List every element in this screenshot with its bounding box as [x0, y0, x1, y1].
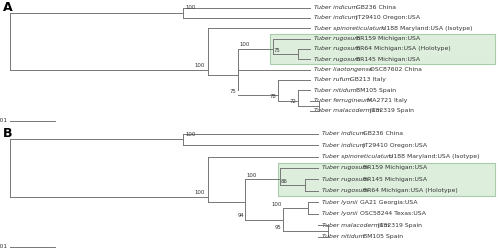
Text: 95: 95: [275, 225, 281, 230]
Text: GB236 China: GB236 China: [354, 5, 396, 10]
Text: 0.01: 0.01: [0, 244, 8, 249]
Text: Tuber rugosum: Tuber rugosum: [314, 57, 360, 62]
Text: Tuber nitidum: Tuber nitidum: [322, 234, 364, 239]
Text: Tuber indicum: Tuber indicum: [314, 15, 358, 20]
Text: 78: 78: [270, 94, 276, 99]
Text: Tuber rugosum: Tuber rugosum: [322, 166, 368, 171]
Text: GB213 Italy: GB213 Italy: [348, 77, 386, 82]
Text: BR159 Michigan:USA: BR159 Michigan:USA: [361, 166, 428, 171]
Text: JT29410 Oregon:USA: JT29410 Oregon:USA: [361, 143, 428, 147]
Text: OSC87602 China: OSC87602 China: [368, 67, 422, 72]
Text: 72: 72: [290, 100, 296, 105]
Text: Tuber liaotongense: Tuber liaotongense: [314, 67, 372, 72]
Text: Tuber indicum: Tuber indicum: [322, 143, 365, 147]
Text: JT32319 Spain: JT32319 Spain: [376, 223, 422, 228]
FancyBboxPatch shape: [270, 34, 495, 64]
Text: Tuber spinoreticulatum: Tuber spinoreticulatum: [322, 154, 392, 159]
Text: Tuber rugosum: Tuber rugosum: [322, 177, 368, 182]
Text: Tuber ferrugineum: Tuber ferrugineum: [314, 98, 371, 103]
Text: U188 Maryland:USA (Isotype): U188 Maryland:USA (Isotype): [380, 26, 472, 31]
Text: GA21 Georgia:USA: GA21 Georgia:USA: [358, 200, 418, 205]
Text: BM105 Spain: BM105 Spain: [354, 88, 396, 93]
Text: Tuber lyonii: Tuber lyonii: [322, 200, 357, 205]
Text: BR159 Michigan:USA: BR159 Michigan:USA: [354, 36, 420, 41]
Text: JT29410 Oregon:USA: JT29410 Oregon:USA: [354, 15, 420, 20]
Text: U188 Maryland:USA (Isotype): U188 Maryland:USA (Isotype): [388, 154, 480, 159]
Text: 0.01: 0.01: [0, 118, 8, 123]
Text: Tuber rugosum: Tuber rugosum: [314, 36, 360, 41]
Text: 100: 100: [185, 6, 196, 11]
Text: 94: 94: [238, 213, 244, 218]
Text: Tuber rugosum: Tuber rugosum: [314, 46, 360, 51]
Text: 100: 100: [246, 173, 257, 178]
Text: 75: 75: [230, 89, 236, 94]
Text: 100: 100: [194, 190, 205, 195]
Text: B: B: [2, 127, 12, 140]
Text: GB236 China: GB236 China: [361, 131, 403, 136]
Text: BR145 Michigan:USA: BR145 Michigan:USA: [361, 177, 428, 182]
Text: Tuber spinoreticulatum: Tuber spinoreticulatum: [314, 26, 385, 31]
Text: 100: 100: [239, 42, 250, 47]
Text: BM105 Spain: BM105 Spain: [361, 234, 404, 239]
Text: OSC58244 Texas:USA: OSC58244 Texas:USA: [358, 211, 426, 216]
Text: 86: 86: [281, 179, 288, 184]
Text: 100: 100: [194, 63, 205, 68]
Text: Tuber nitidum: Tuber nitidum: [314, 88, 356, 93]
Text: BR64 Michigan:USA (Holotype): BR64 Michigan:USA (Holotype): [361, 188, 458, 194]
Text: 100: 100: [271, 202, 281, 207]
Text: JT32319 Spain: JT32319 Spain: [368, 108, 414, 113]
Text: Tuber malacodermum: Tuber malacodermum: [314, 108, 382, 113]
Text: BR64 Michigan:USA (Holotype): BR64 Michigan:USA (Holotype): [354, 46, 450, 51]
Text: Tuber malacodermum: Tuber malacodermum: [322, 223, 389, 228]
Text: A: A: [2, 1, 12, 14]
Text: MA2721 Italy: MA2721 Italy: [366, 98, 408, 103]
Text: Tuber indicum: Tuber indicum: [322, 131, 365, 136]
Text: 100: 100: [185, 132, 196, 137]
Text: 75: 75: [274, 48, 280, 53]
Text: Tuber indicum: Tuber indicum: [314, 5, 358, 10]
Text: Tuber rugosum: Tuber rugosum: [322, 188, 368, 194]
FancyBboxPatch shape: [278, 163, 495, 196]
Text: Tuber rufum: Tuber rufum: [314, 77, 352, 82]
Text: BR145 Michigan:USA: BR145 Michigan:USA: [354, 57, 420, 62]
Text: Tuber lyonii: Tuber lyonii: [322, 211, 357, 216]
